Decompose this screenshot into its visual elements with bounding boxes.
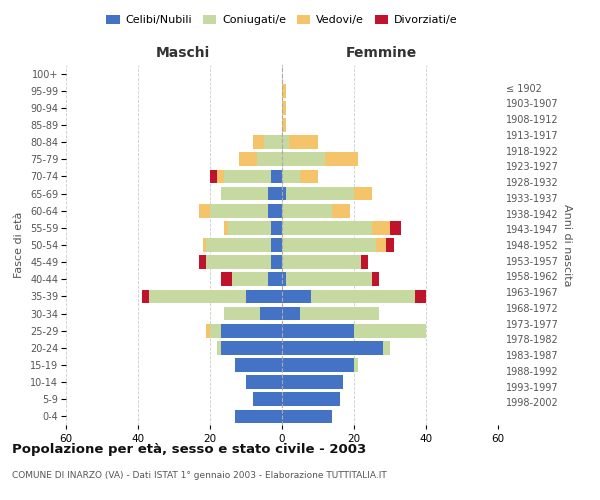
Bar [282,324,354,338]
Y-axis label: Anni di nascita: Anni di nascita [562,204,572,286]
Bar [282,306,300,320]
Bar [264,136,282,149]
Bar [383,341,390,354]
Bar [390,221,401,234]
Bar [282,101,286,114]
Bar [210,170,217,183]
Bar [282,136,289,149]
Bar [232,272,268,286]
Bar [354,324,426,338]
Bar [354,186,372,200]
Bar [386,238,394,252]
Bar [246,290,282,304]
Bar [282,341,383,354]
Text: COMUNE DI INARZO (VA) - Dati ISTAT 1° gennaio 2003 - Elaborazione TUTTITALIA.IT: COMUNE DI INARZO (VA) - Dati ISTAT 1° ge… [12,470,387,480]
Bar [217,341,221,354]
Bar [271,256,282,269]
Bar [354,358,358,372]
Bar [246,376,282,389]
Bar [142,290,149,304]
Bar [257,152,282,166]
Bar [199,204,210,218]
Bar [268,204,282,218]
Bar [221,186,268,200]
Bar [311,290,415,304]
Bar [300,170,318,183]
Bar [289,136,318,149]
Bar [206,238,271,252]
Y-axis label: Fasce di età: Fasce di età [14,212,25,278]
Bar [286,186,354,200]
Bar [224,306,260,320]
Bar [282,272,286,286]
Bar [415,290,426,304]
Bar [221,272,232,286]
Bar [282,238,376,252]
Bar [203,238,206,252]
Bar [224,221,228,234]
Bar [271,238,282,252]
Text: Popolazione per età, sesso e stato civile - 2003: Popolazione per età, sesso e stato civil… [12,442,366,456]
Bar [376,238,386,252]
Bar [372,272,379,286]
Bar [325,152,358,166]
Bar [286,272,372,286]
Bar [300,306,379,320]
Bar [210,204,268,218]
Bar [235,410,282,424]
Bar [282,84,286,98]
Bar [282,358,354,372]
Text: Femmine: Femmine [346,46,417,60]
Bar [206,324,210,338]
Bar [224,170,271,183]
Bar [282,118,286,132]
Bar [282,290,311,304]
Text: Maschi: Maschi [155,46,210,60]
Bar [282,221,372,234]
Bar [282,392,340,406]
Bar [149,290,246,304]
Bar [282,376,343,389]
Bar [282,186,286,200]
Bar [221,324,282,338]
Bar [332,204,350,218]
Bar [199,256,206,269]
Bar [268,272,282,286]
Bar [239,152,257,166]
Bar [253,136,264,149]
Bar [282,152,325,166]
Bar [217,170,224,183]
Bar [282,410,332,424]
Bar [282,204,332,218]
Bar [271,170,282,183]
Bar [221,341,282,354]
Bar [271,221,282,234]
Bar [253,392,282,406]
Bar [228,221,271,234]
Bar [206,256,271,269]
Bar [361,256,368,269]
Bar [235,358,282,372]
Bar [260,306,282,320]
Bar [282,256,361,269]
Legend: Celibi/Nubili, Coniugati/e, Vedovi/e, Divorziati/e: Celibi/Nubili, Coniugati/e, Vedovi/e, Di… [102,10,462,30]
Bar [210,324,221,338]
Bar [282,170,300,183]
Bar [268,186,282,200]
Bar [372,221,390,234]
